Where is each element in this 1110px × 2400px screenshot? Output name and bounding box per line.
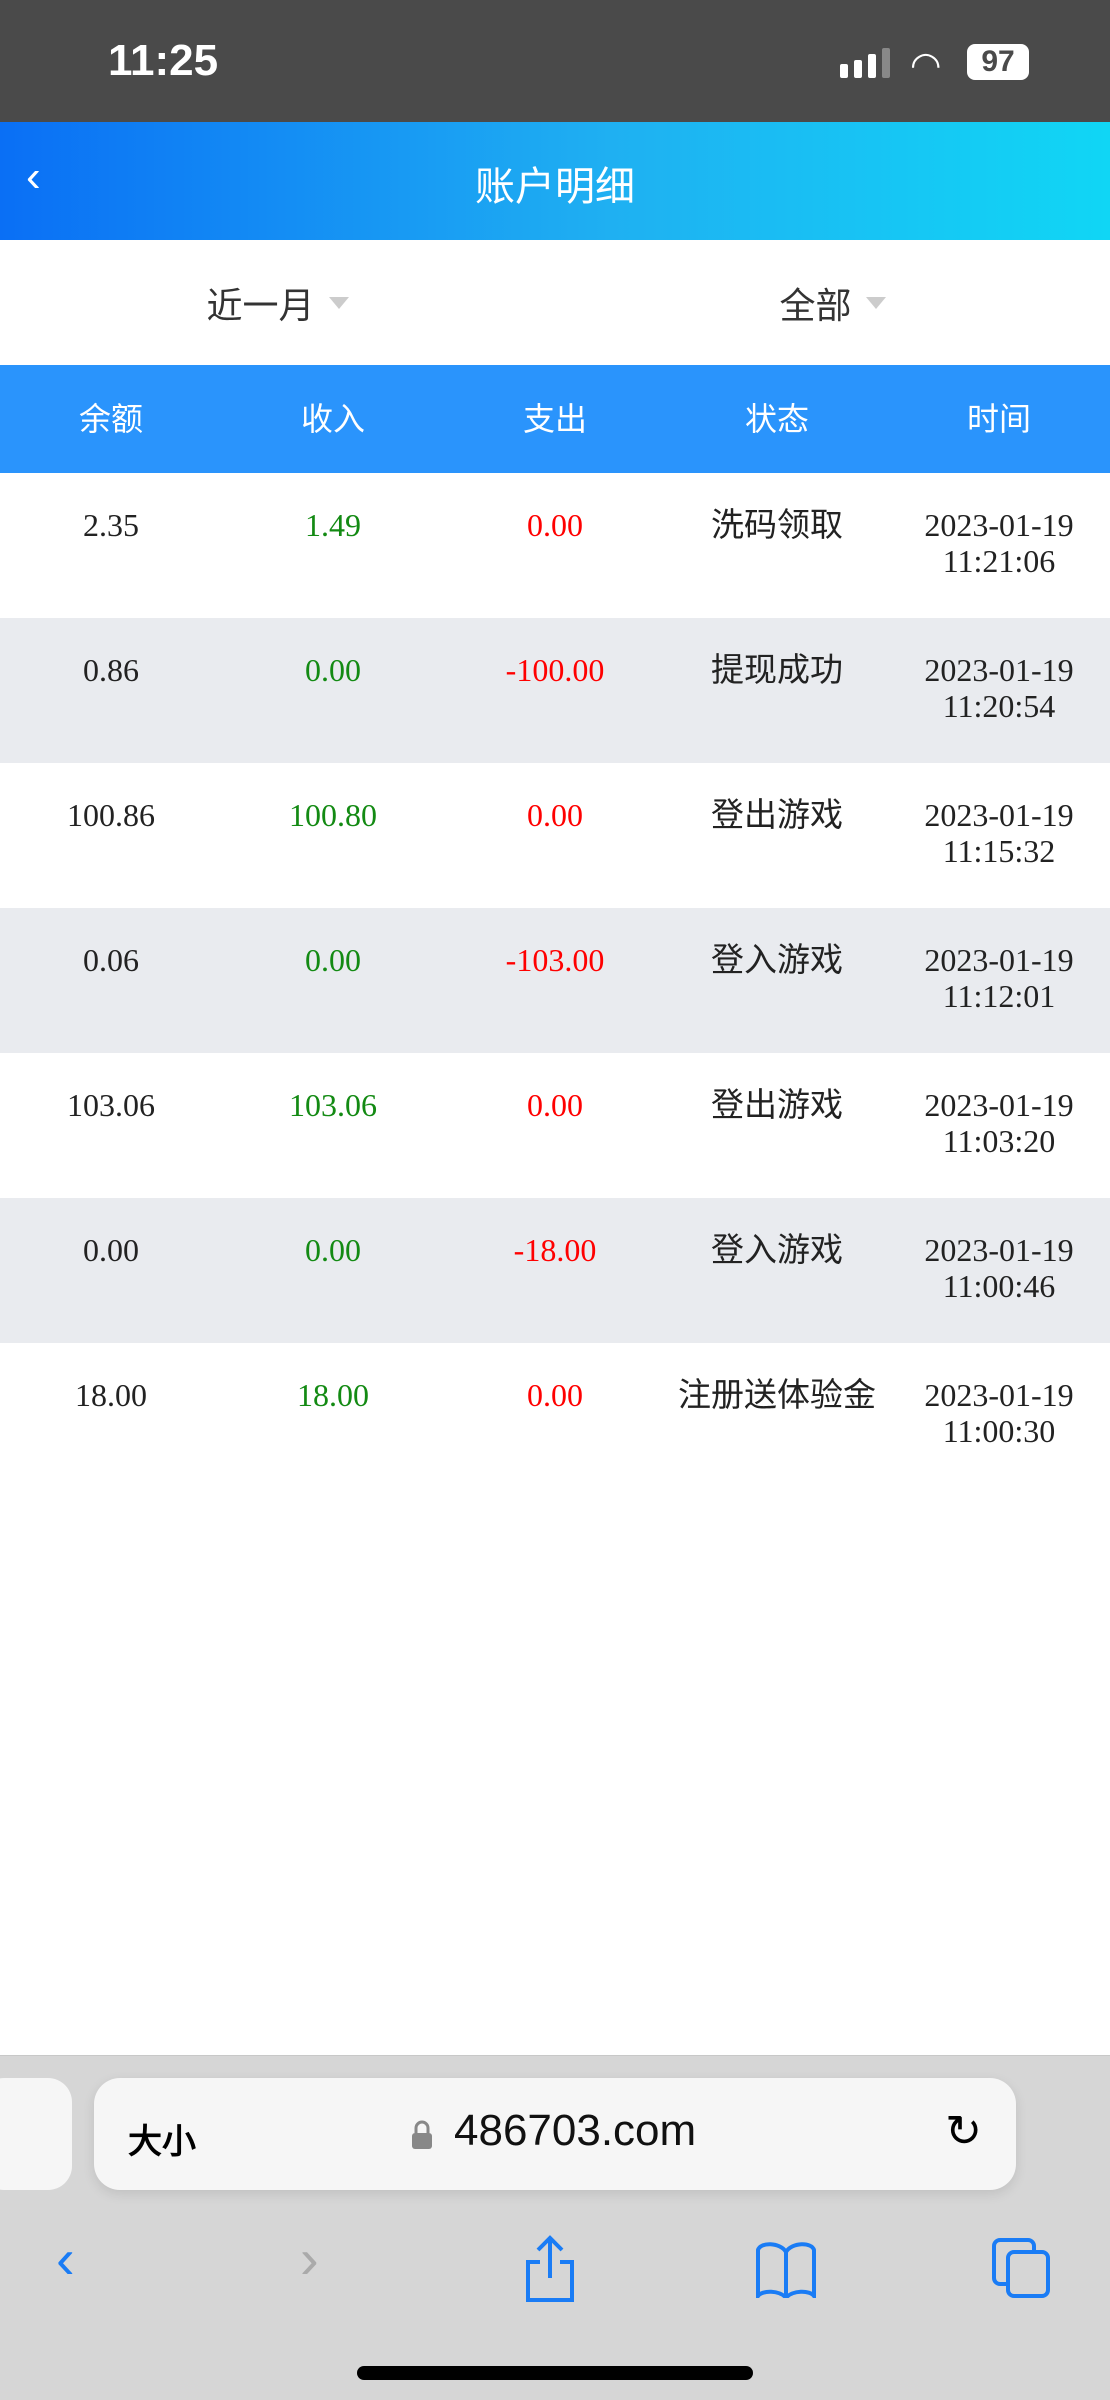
table-row: 103.06 103.06 0.00 登出游戏 2023-01-19 11:03:… <box>0 1053 1110 1198</box>
income-cell: 103.06 <box>289 1087 377 1123</box>
time-cell: 2023-01-19 11:00:30 <box>888 1343 1110 1488</box>
balance-cell: 100.86 <box>67 797 155 833</box>
expense-cell: -100.00 <box>505 652 605 688</box>
expense-cell: -103.00 <box>505 942 605 978</box>
status-cell: 登出游戏 <box>711 1086 843 1123</box>
date-text: 2023-01-19 <box>924 942 1074 978</box>
status-cell: 洗码领取 <box>711 506 843 543</box>
back-icon[interactable]: ‹ <box>56 2227 75 2290</box>
address-bar[interactable]: 大小 486703.com ↻ <box>94 2078 1016 2190</box>
time-text: 11:00:46 <box>942 1268 1056 1304</box>
expense-cell: -18.00 <box>513 1232 597 1268</box>
status-cell: 登入游戏 <box>711 1231 843 1268</box>
clock: 11:25 <box>108 36 219 85</box>
time-text: 11:21:06 <box>942 543 1056 579</box>
column-expense: 支出 <box>522 401 587 437</box>
status-bar: 11:25 ◠ 97 <box>0 0 1110 122</box>
time-text: 11:03:20 <box>942 1123 1056 1159</box>
date-text: 2023-01-19 <box>924 507 1074 543</box>
status-cell: 登入游戏 <box>711 941 843 978</box>
balance-cell: 18.00 <box>75 1377 147 1413</box>
expense-cell: 0.00 <box>527 797 583 833</box>
column-status: 状态 <box>744 401 809 437</box>
status-cell: 登出游戏 <box>711 796 843 833</box>
wifi-icon: ◠ <box>910 44 942 85</box>
balance-cell: 0.06 <box>83 942 139 978</box>
income-cell: 0.00 <box>305 1232 361 1268</box>
filter-bar: 近一月 全部 <box>0 240 1110 365</box>
period-dropdown[interactable]: 近一月 <box>0 240 555 365</box>
expense-cell: 0.00 <box>527 507 583 543</box>
status-cell: 提现成功 <box>711 651 843 688</box>
type-label: 全部 <box>779 284 852 326</box>
date-text: 2023-01-19 <box>924 797 1074 833</box>
income-cell: 1.49 <box>305 507 361 543</box>
balance-cell: 2.35 <box>83 507 139 543</box>
time-cell: 2023-01-19 11:20:54 <box>888 618 1110 763</box>
share-icon[interactable] <box>524 2234 576 2304</box>
date-text: 2023-01-19 <box>924 1232 1074 1268</box>
balance-cell: 0.86 <box>83 652 139 688</box>
type-dropdown[interactable]: 全部 <box>555 240 1110 365</box>
status-cell: 注册送体验金 <box>678 1376 876 1413</box>
date-text: 2023-01-19 <box>924 1087 1074 1123</box>
back-icon[interactable]: ‹ <box>26 152 41 201</box>
table-row: 0.00 0.00 -18.00 登入游戏 2023-01-19 11:00:46 <box>0 1198 1110 1343</box>
transaction-list: 2.35 1.49 0.00 洗码领取 2023-01-19 11:21:06 0.… <box>0 473 1110 1488</box>
column-income: 收入 <box>300 401 365 437</box>
date-text: 2023-01-19 <box>924 1377 1074 1413</box>
period-label: 近一月 <box>206 284 315 326</box>
time-cell: 2023-01-19 11:00:46 <box>888 1198 1110 1343</box>
previous-tab[interactable] <box>0 2078 72 2190</box>
table-row: 0.86 0.00 -100.00 提现成功 2023-01-19 11:20:5… <box>0 618 1110 763</box>
time-cell: 2023-01-19 11:21:06 <box>888 473 1110 618</box>
home-indicator <box>357 2366 753 2380</box>
bookmarks-icon[interactable] <box>754 2242 818 2298</box>
time-text: 11:20:54 <box>942 688 1056 724</box>
balance-cell: 0.00 <box>83 1232 139 1268</box>
caret-down-icon <box>328 296 349 309</box>
income-cell: 18.00 <box>297 1377 369 1413</box>
browser-toolbar: 大小 486703.com ↻ ‹ › <box>0 2055 1110 2400</box>
time-cell: 2023-01-19 11:15:32 <box>888 763 1110 908</box>
income-cell: 0.00 <box>305 942 361 978</box>
table-header: 余额 收入 支出 状态 时间 <box>0 365 1110 473</box>
url-text: 486703.com <box>454 2106 697 2155</box>
time-cell: 2023-01-19 11:12:01 <box>888 908 1110 1053</box>
income-cell: 0.00 <box>305 652 361 688</box>
expense-cell: 0.00 <box>527 1087 583 1123</box>
income-cell: 100.80 <box>289 797 377 833</box>
table-row: 100.86 100.80 0.00 登出游戏 2023-01-19 11:15:… <box>0 763 1110 908</box>
tabs-icon[interactable] <box>992 2238 1052 2300</box>
page-title: 账户明细 <box>475 165 635 209</box>
signal-icon <box>840 48 890 78</box>
column-balance: 余额 <box>78 401 143 437</box>
table-row: 0.06 0.00 -103.00 登入游戏 2023-01-19 11:12:0… <box>0 908 1110 1053</box>
time-cell: 2023-01-19 11:03:20 <box>888 1053 1110 1198</box>
date-text: 2023-01-19 <box>924 652 1074 688</box>
expense-cell: 0.00 <box>527 1377 583 1413</box>
table-row: 2.35 1.49 0.00 洗码领取 2023-01-19 11:21:06 <box>0 473 1110 618</box>
time-text: 11:15:32 <box>942 833 1056 869</box>
time-text: 11:12:01 <box>942 978 1056 1014</box>
table-row: 18.00 18.00 0.00 注册送体验金 2023-01-19 11:00:… <box>0 1343 1110 1488</box>
lock-icon <box>412 2120 432 2149</box>
time-text: 11:00:30 <box>942 1413 1056 1449</box>
balance-cell: 103.06 <box>67 1087 155 1123</box>
forward-icon[interactable]: › <box>300 2227 319 2290</box>
text-size-button[interactable]: 大小 <box>128 2123 196 2161</box>
caret-down-icon <box>865 296 886 309</box>
column-time: 时间 <box>966 401 1031 437</box>
reload-icon[interactable]: ↻ <box>945 2107 982 2156</box>
battery-icon: 97 <box>967 44 1029 80</box>
nav-header: ‹ 账户明细 <box>0 122 1110 240</box>
